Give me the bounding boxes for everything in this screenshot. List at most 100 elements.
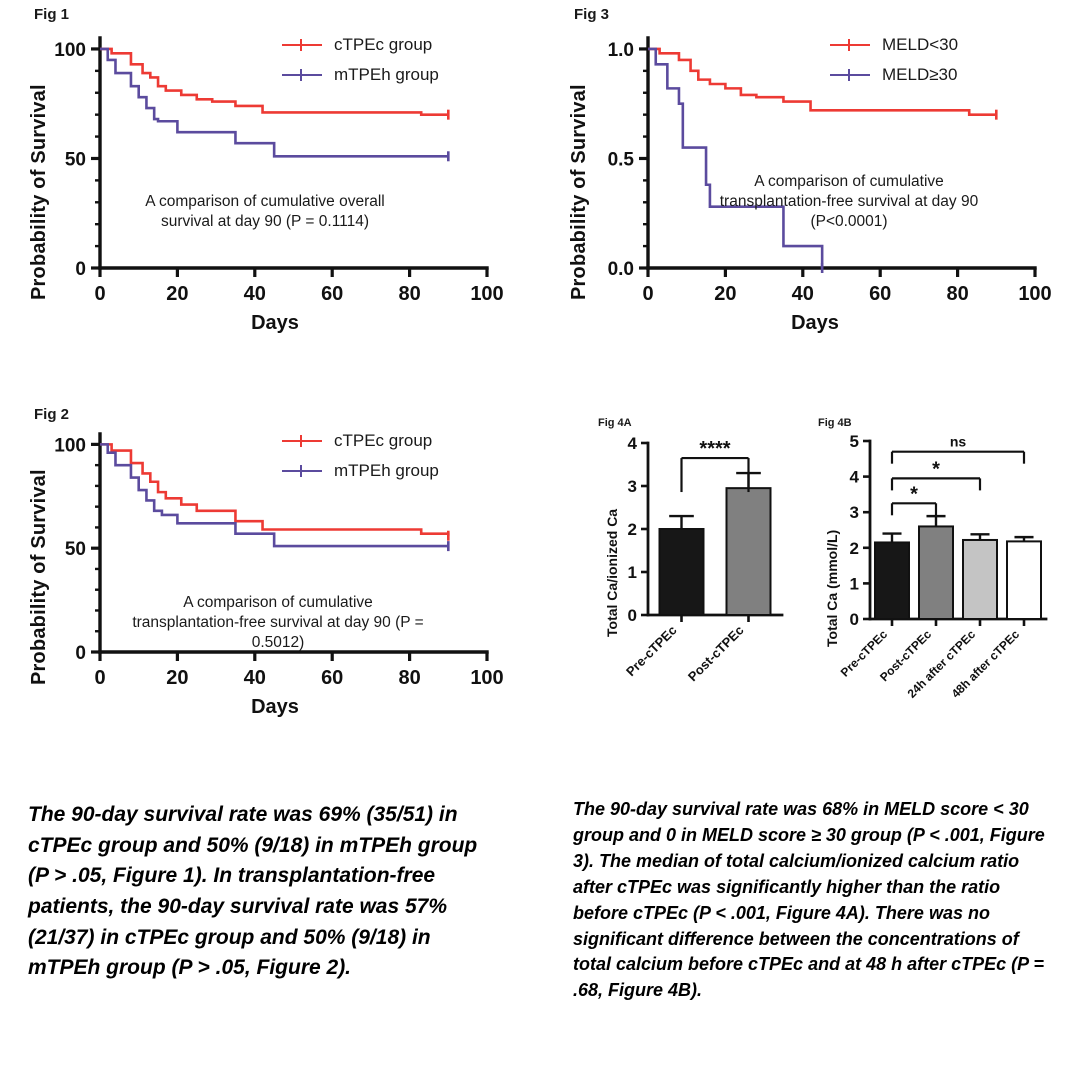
y-tick-label: 3 — [628, 477, 637, 496]
significance-bracket: ns — [890, 434, 1026, 464]
y-tick-label: 0 — [75, 259, 86, 280]
legend-item: mTPEh group — [282, 456, 439, 486]
y-tick-label: 3 — [850, 503, 859, 522]
x-tick-label: 60 — [869, 283, 891, 305]
bar-1 — [918, 525, 954, 620]
km-curve-series-1 — [100, 47, 449, 116]
x-tick-label: 20 — [166, 283, 188, 305]
legend-swatch-icon — [830, 68, 870, 82]
y-tick-label: 1 — [628, 563, 637, 582]
y-tick-label: 4 — [628, 434, 638, 453]
y-tick-label: 50 — [65, 149, 86, 170]
summary-paragraph-right: The 90-day survival rate was 68% in MELD… — [573, 799, 1045, 1001]
fig2-annotation: A comparison of cumulative transplantati… — [132, 594, 424, 651]
significance-label: * — [910, 483, 918, 505]
y-tick-label: 0.0 — [608, 259, 634, 280]
legend-label: cTPEc group — [334, 35, 433, 54]
bar-2 — [962, 538, 998, 620]
significance-bracket: * — [890, 458, 982, 491]
significance-label: * — [932, 458, 940, 480]
significance-label: **** — [699, 438, 730, 460]
y-tick-label: 100 — [54, 40, 86, 61]
legend-swatch-icon — [282, 68, 322, 82]
panel-fig4b: Fig 4B Total Ca (mmol/L) 0 1 2 3 4 5 Pre-cTPEc… — [812, 415, 1080, 730]
fig3-plot: 0.0 0.5 1.0 0 20 40 60 80 100 — [608, 36, 1052, 305]
fig2-plot: 0 50 100 0 20 40 60 80 100 — [54, 432, 504, 689]
fig3-annotation: A comparison of cumulative transplantati… — [719, 173, 979, 230]
legend-swatch-icon — [282, 434, 322, 448]
fig2-label: Fig 2 — [34, 406, 70, 423]
fig1-label: Fig 1 — [34, 6, 70, 23]
summary-paragraph-left: The 90-day survival rate was 69% (35/51)… — [28, 803, 478, 980]
significance-label: ns — [950, 434, 967, 450]
x-tick-label: 40 — [792, 283, 814, 305]
km-curve-series-2 — [100, 47, 449, 158]
legend-item: MELD<30 — [830, 30, 958, 60]
x-tick-label: 60 — [321, 667, 343, 689]
legend-item: cTPEc group — [282, 30, 439, 60]
y-tick-label: 2 — [850, 539, 859, 558]
fig3-legend: MELD<30 MELD≥30 — [830, 30, 958, 90]
x-tick-label: 20 — [166, 667, 188, 689]
legend-label: MELD≥30 — [882, 65, 958, 84]
panel-fig2: Fig 2 Probability of Survival Days 0 50 10… — [0, 400, 540, 730]
x-tick-label: 0 — [94, 283, 105, 305]
x-tick-label: 40 — [244, 283, 266, 305]
fig1-legend: cTPEc group mTPEh group — [282, 30, 439, 90]
y-tick-label: 0.5 — [608, 149, 635, 170]
x-tick-label: Post-cTPEc — [685, 623, 747, 685]
fig3-x-axis-label: Days — [791, 312, 839, 334]
y-tick-label: 0 — [628, 606, 637, 625]
y-tick-label: 4 — [850, 468, 860, 487]
km-curve-series-2 — [648, 47, 824, 268]
fig1-x-axis-label: Days — [251, 312, 299, 334]
legend-item: cTPEc group — [282, 426, 439, 456]
legend-item: mTPEh group — [282, 60, 439, 90]
y-tick-label: 2 — [628, 520, 637, 539]
y-tick-label: 0 — [850, 610, 859, 629]
x-tick-label: 80 — [946, 283, 968, 305]
significance-bracket: **** — [680, 438, 750, 493]
x-tick-label: 100 — [1018, 283, 1051, 305]
x-tick-label: 100 — [470, 667, 503, 689]
x-tick-label: 60 — [321, 283, 343, 305]
y-tick-label: 50 — [65, 539, 86, 560]
x-tick-label: 80 — [398, 283, 420, 305]
fig1-plot: 0 50 100 0 20 40 60 80 100 — [54, 36, 504, 305]
fig4b-label: Fig 4B — [818, 417, 852, 429]
x-tick-label: 80 — [398, 667, 420, 689]
bar-0 — [658, 528, 705, 616]
y-tick-label: 1.0 — [608, 40, 634, 61]
km-curve-series-2 — [100, 443, 449, 548]
fig4a-plot: 0 1 2 3 4 Pre-cTPEc Post-cTPEc **** — [623, 434, 784, 685]
x-tick-label: 0 — [642, 283, 653, 305]
y-tick-label: 5 — [850, 432, 859, 451]
bar-0 — [874, 541, 910, 620]
y-tick-label: 100 — [54, 435, 86, 456]
fig3-label: Fig 3 — [574, 6, 610, 23]
legend-label: mTPEh group — [334, 65, 439, 84]
legend-label: cTPEc group — [334, 431, 433, 450]
x-tick-label: 0 — [94, 667, 105, 689]
km-curve-series-1 — [648, 47, 997, 116]
fig1-annotation: A comparison of cumulative overall survi… — [145, 193, 385, 230]
legend-swatch-icon — [282, 464, 322, 478]
panel-fig3: Fig 3 Probability of Survival Days 0.0 0.… — [540, 0, 1080, 360]
panel-fig1: Fig 1 Probability of Survival Days 0 50 10… — [0, 0, 540, 360]
bar-3 — [1006, 540, 1042, 620]
fig4a-label: Fig 4A — [598, 417, 632, 429]
legend-label: mTPEh group — [334, 461, 439, 480]
significance-bracket: * — [890, 483, 938, 516]
km-curve-series-1 — [100, 443, 450, 536]
fig2-legend: cTPEc group mTPEh group — [282, 426, 439, 486]
x-tick-label: Pre-cTPEc — [623, 623, 680, 680]
legend-item: MELD≥30 — [830, 60, 958, 90]
legend-swatch-icon — [830, 38, 870, 52]
legend-label: MELD<30 — [882, 35, 959, 54]
bar-1 — [725, 487, 772, 616]
x-tick-label: 100 — [470, 283, 503, 305]
panel-fig4a: Fig 4A Total Ca/ionized Ca 0 1 2 3 4 Pre-cTPE… — [590, 415, 820, 730]
legend-swatch-icon — [282, 38, 322, 52]
